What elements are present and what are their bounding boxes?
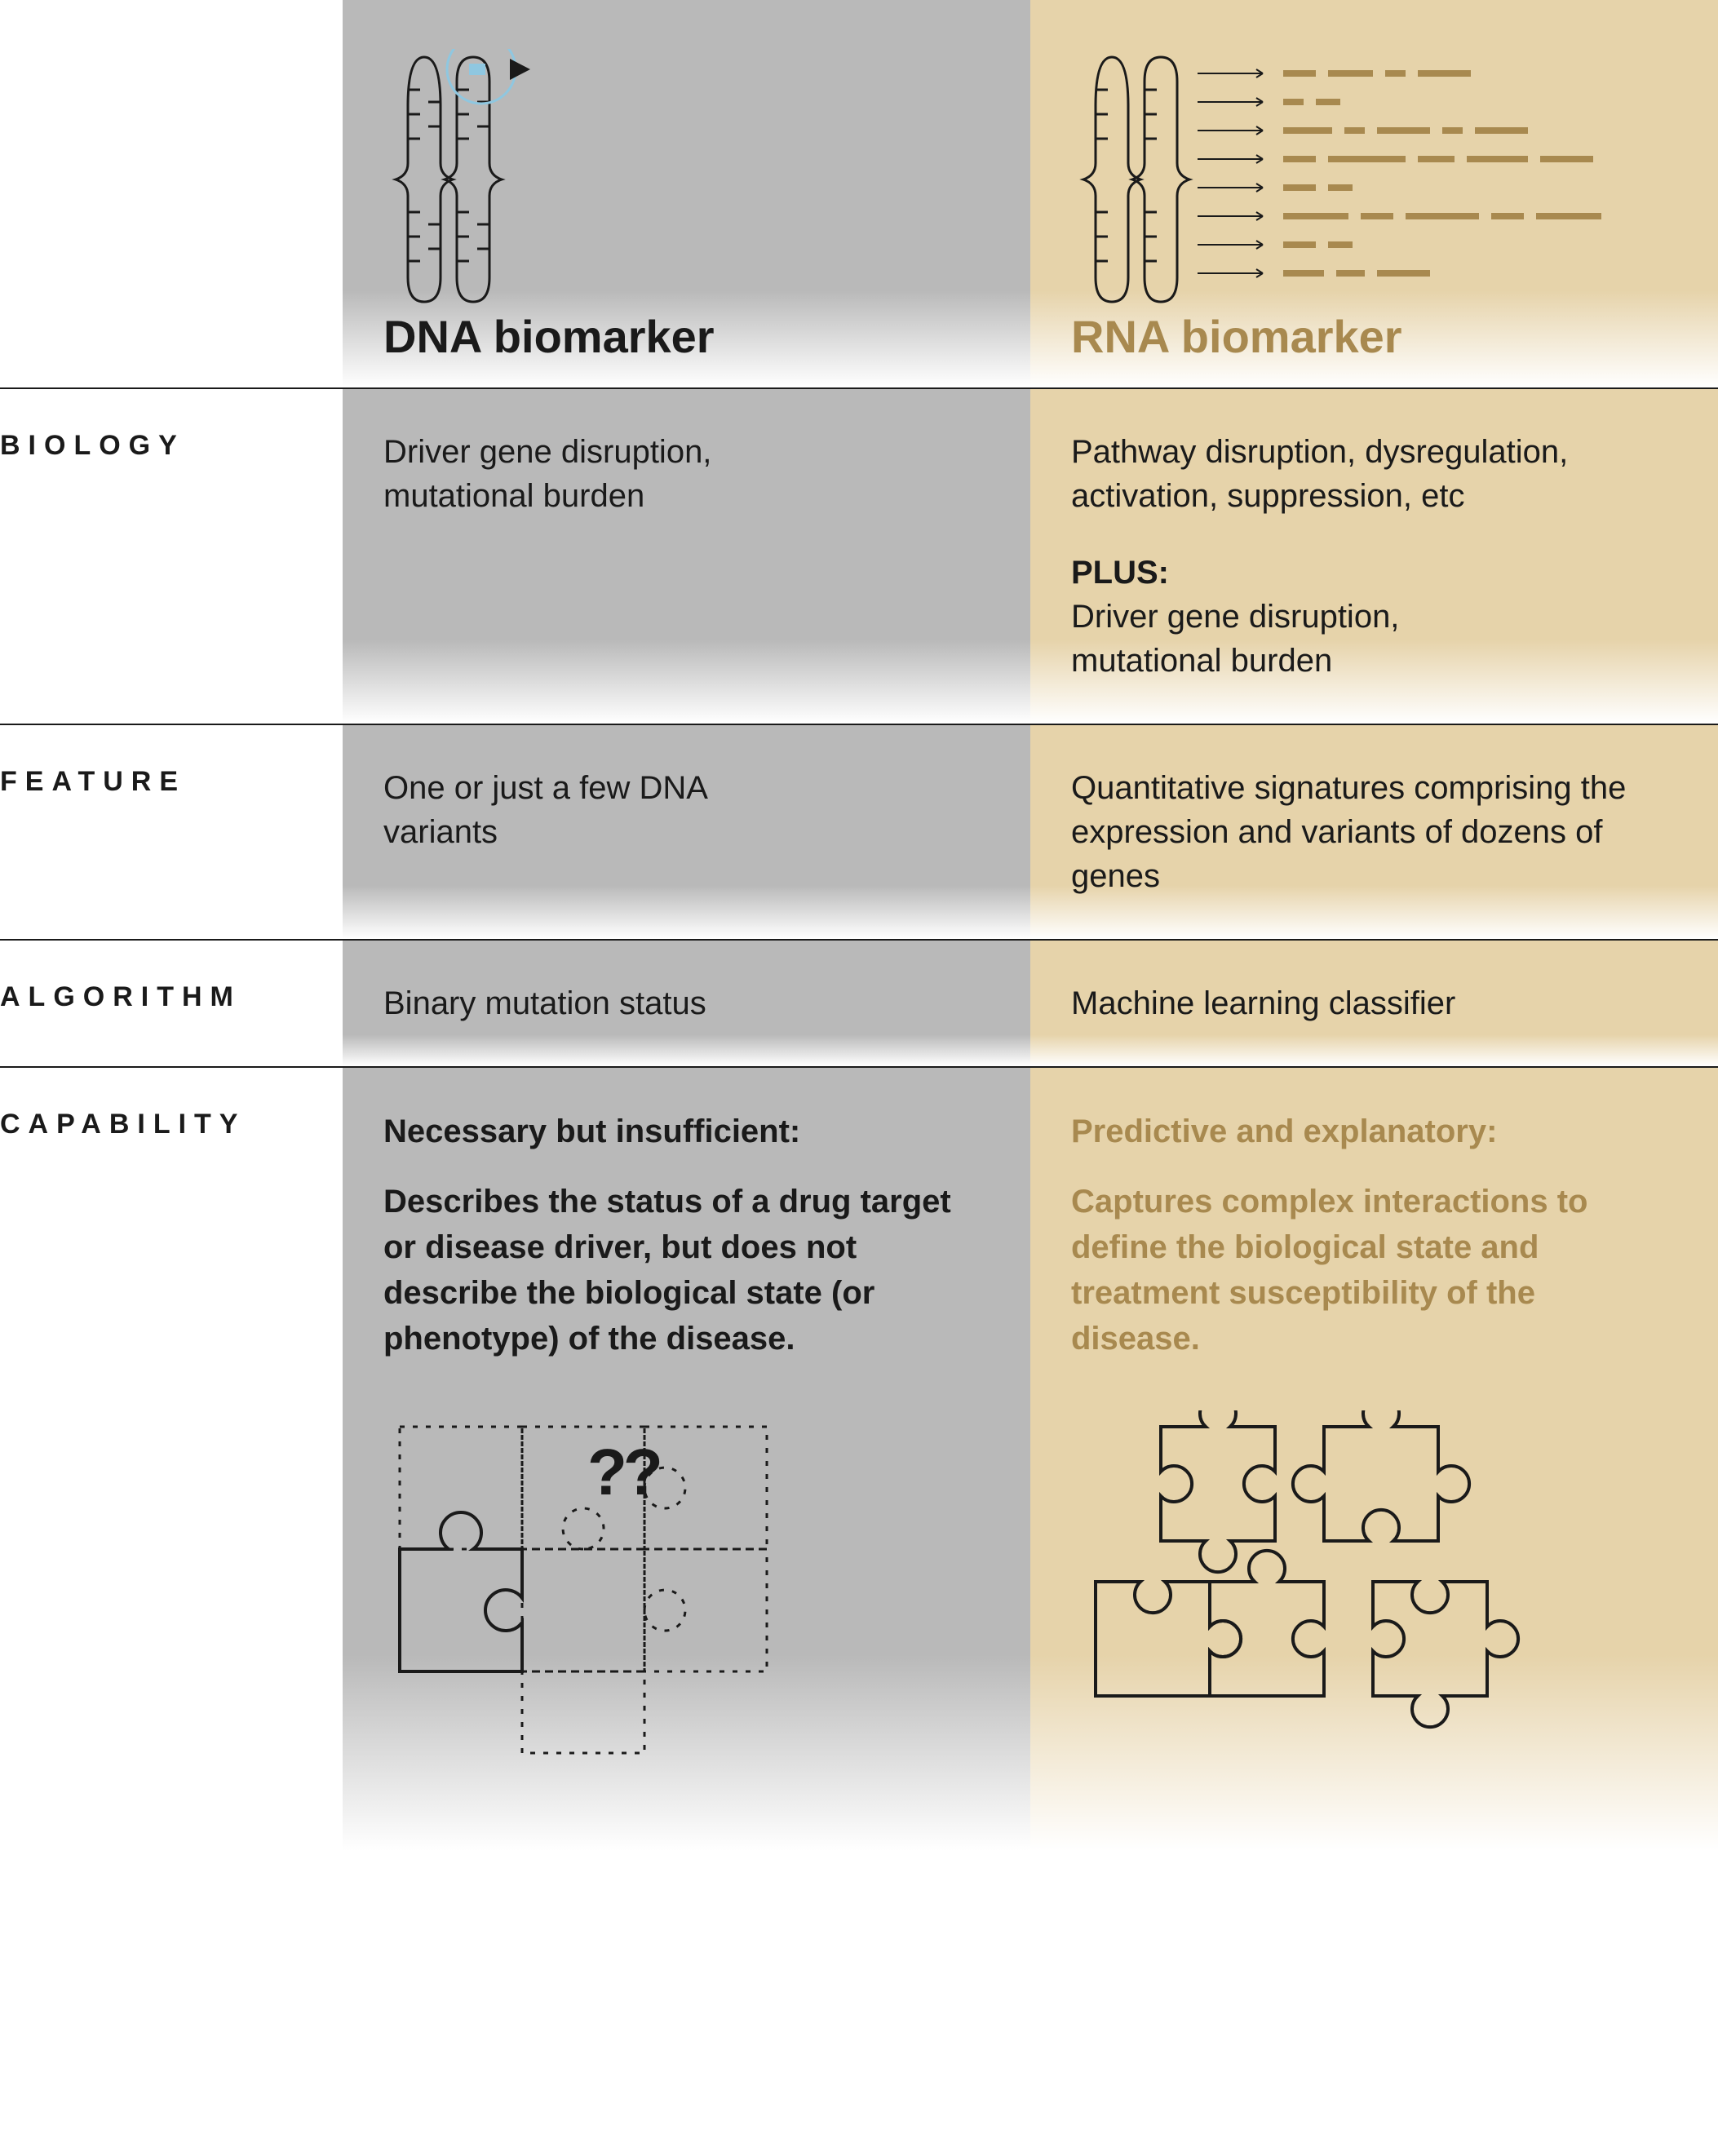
rna-heading: RNA biomarker	[1030, 310, 1718, 387]
comparison-table: DNA biomarker	[0, 0, 1718, 1851]
capability-dna-title: Necessary but insufficient:	[383, 1109, 990, 1154]
rna-header-cell: RNA biomarker	[1030, 0, 1718, 387]
row-label-algorithm: ALGORITHM	[0, 941, 343, 1066]
row-label-biology: BIOLOGY	[0, 389, 343, 724]
biology-rna-plus-body: Driver gene disruption, mutational burde…	[1071, 595, 1495, 683]
capability-dna-body: Describes the status of a drug target or…	[383, 1179, 954, 1361]
biology-dna-cell: Driver gene disruption, mutational burde…	[343, 389, 1030, 724]
capability-rna-title: Predictive and explanatory:	[1071, 1109, 1677, 1154]
dna-chromosome-icon	[343, 0, 1030, 310]
row-label-feature: FEATURE	[0, 725, 343, 939]
biology-rna-plus-label: PLUS:	[1071, 551, 1677, 595]
feature-dna-text: One or just a few DNA variants	[383, 766, 726, 854]
dna-header-cell: DNA biomarker	[343, 0, 1030, 387]
algorithm-dna-cell: Binary mutation status	[343, 941, 1030, 1066]
dna-heading: DNA biomarker	[343, 310, 1030, 387]
capability-dna-cell: Necessary but insufficient: Describes th…	[343, 1068, 1030, 1851]
algorithm-rna-text: Machine learning classifier	[1071, 981, 1677, 1025]
capability-rna-cell: Predictive and explanatory: Captures com…	[1030, 1068, 1718, 1851]
row-label-capability: CAPABILITY	[0, 1068, 343, 1851]
biology-rna-main: Pathway disruption, dysregulation, activ…	[1071, 430, 1626, 518]
dna-puzzle-icon: ??	[383, 1361, 990, 1769]
biology-rna-cell: Pathway disruption, dysregulation, activ…	[1030, 389, 1718, 724]
biology-dna-text: Driver gene disruption, mutational burde…	[383, 430, 808, 518]
rna-chromosome-icon	[1030, 0, 1718, 310]
feature-dna-cell: One or just a few DNA variants	[343, 725, 1030, 939]
question-marks: ??	[587, 1435, 659, 1510]
rna-puzzle-icon	[1071, 1361, 1677, 1769]
capability-rna-body: Captures complex interactions to define …	[1071, 1179, 1626, 1361]
algorithm-dna-text: Binary mutation status	[383, 981, 990, 1025]
feature-rna-text: Quantitative signatures comprising the e…	[1071, 766, 1642, 898]
algorithm-rna-cell: Machine learning classifier	[1030, 941, 1718, 1066]
header-spacer	[0, 0, 343, 387]
feature-rna-cell: Quantitative signatures comprising the e…	[1030, 725, 1718, 939]
